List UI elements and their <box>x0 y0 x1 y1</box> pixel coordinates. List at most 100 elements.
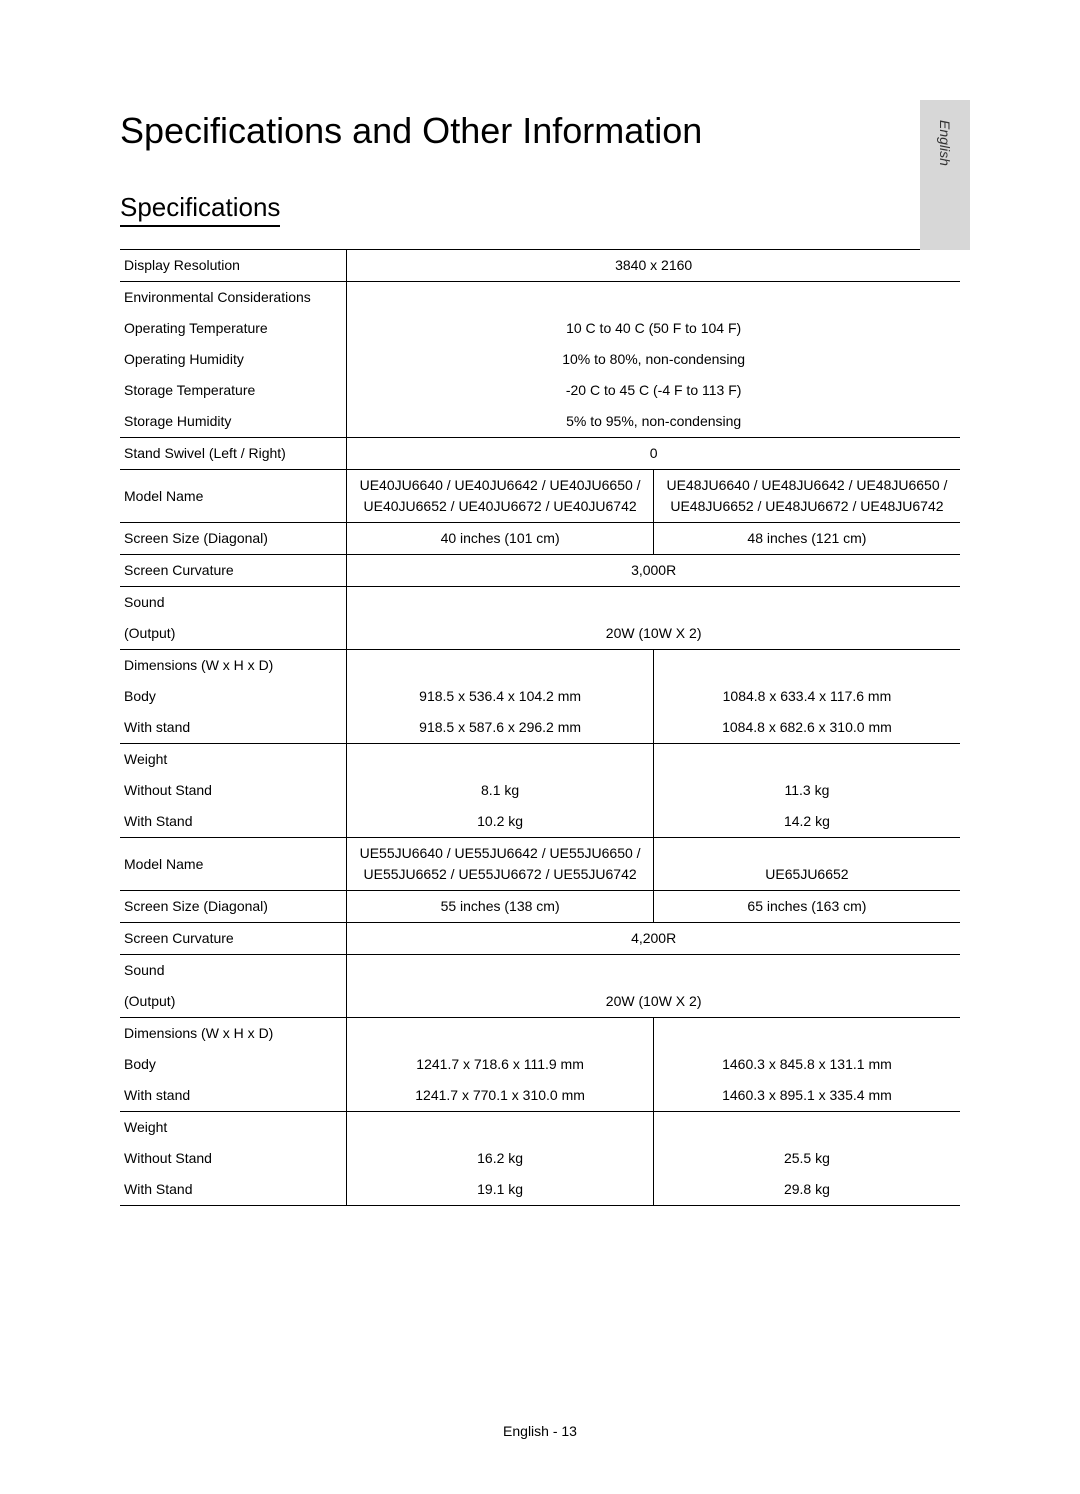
spec-label: Model Name <box>120 838 347 891</box>
section-heading: Specifications <box>120 192 280 227</box>
spec-value <box>653 650 960 682</box>
spec-value: 3,000R <box>347 555 960 587</box>
spec-value <box>347 955 960 987</box>
spec-label: Model Name <box>120 470 347 523</box>
spec-label: Stand Swivel (Left / Right) <box>120 438 347 470</box>
spec-value: 20W (10W X 2) <box>347 986 960 1018</box>
spec-label: Operating Humidity <box>120 344 347 375</box>
spec-value: 19.1 kg <box>347 1174 654 1206</box>
spec-value <box>347 650 654 682</box>
spec-value: 3840 x 2160 <box>347 250 960 282</box>
table-row: With stand 1241.7 x 770.1 x 310.0 mm 146… <box>120 1080 960 1112</box>
table-row: Screen Curvature 4,200R <box>120 923 960 955</box>
table-row: Storage Temperature -20 C to 45 C (-4 F … <box>120 375 960 406</box>
spec-value: UE48JU6640 / UE48JU6642 / UE48JU6650 / U… <box>653 470 960 523</box>
table-row: Environmental Considerations <box>120 282 960 314</box>
spec-value: 1241.7 x 770.1 x 310.0 mm <box>347 1080 654 1112</box>
spec-label: Display Resolution <box>120 250 347 282</box>
spec-value: 11.3 kg <box>653 775 960 806</box>
spec-value: 10.2 kg <box>347 806 654 838</box>
spec-value <box>347 587 960 619</box>
spec-value: 1241.7 x 718.6 x 111.9 mm <box>347 1049 654 1080</box>
spec-value <box>347 1018 654 1050</box>
table-row: Body 1241.7 x 718.6 x 111.9 mm 1460.3 x … <box>120 1049 960 1080</box>
spec-value: 1460.3 x 895.1 x 335.4 mm <box>653 1080 960 1112</box>
table-row: With stand 918.5 x 587.6 x 296.2 mm 1084… <box>120 712 960 744</box>
table-row: Storage Humidity 5% to 95%, non-condensi… <box>120 406 960 438</box>
spec-value: 65 inches (163 cm) <box>653 891 960 923</box>
table-row: Weight <box>120 744 960 776</box>
spec-value <box>653 1018 960 1050</box>
table-row: Without Stand 16.2 kg 25.5 kg <box>120 1143 960 1174</box>
spec-label: Screen Curvature <box>120 923 347 955</box>
spec-label: Dimensions (W x H x D) <box>120 650 347 682</box>
spec-label: (Output) <box>120 618 347 650</box>
table-row: Dimensions (W x H x D) <box>120 1018 960 1050</box>
spec-value: 10 C to 40 C (50 F to 104 F) <box>347 313 960 344</box>
spec-value: -20 C to 45 C (-4 F to 113 F) <box>347 375 960 406</box>
spec-value: 1084.8 x 633.4 x 117.6 mm <box>653 681 960 712</box>
spec-value: 4,200R <box>347 923 960 955</box>
spec-label: Dimensions (W x H x D) <box>120 1018 347 1050</box>
spec-label: Sound <box>120 587 347 619</box>
spec-value: 1084.8 x 682.6 x 310.0 mm <box>653 712 960 744</box>
spec-value: 16.2 kg <box>347 1143 654 1174</box>
spec-value: 29.8 kg <box>653 1174 960 1206</box>
spec-value: 40 inches (101 cm) <box>347 523 654 555</box>
spec-label: Environmental Considerations <box>120 282 347 314</box>
spec-label: Without Stand <box>120 775 347 806</box>
table-row: (Output) 20W (10W X 2) <box>120 618 960 650</box>
spec-label: Screen Size (Diagonal) <box>120 523 347 555</box>
table-row: Model Name UE55JU6640 / UE55JU6642 / UE5… <box>120 838 960 891</box>
spec-label: Body <box>120 1049 347 1080</box>
table-row: Sound <box>120 587 960 619</box>
specs-table-common: Display Resolution 3840 x 2160 Environme… <box>120 249 960 470</box>
spec-value: 25.5 kg <box>653 1143 960 1174</box>
language-tab: English <box>920 100 970 250</box>
spec-label: Screen Size (Diagonal) <box>120 891 347 923</box>
spec-value: 20W (10W X 2) <box>347 618 960 650</box>
table-row: Screen Size (Diagonal) 55 inches (138 cm… <box>120 891 960 923</box>
spec-label: Screen Curvature <box>120 555 347 587</box>
table-row: Screen Curvature 3,000R <box>120 555 960 587</box>
table-row: With Stand 19.1 kg 29.8 kg <box>120 1174 960 1206</box>
table-row: Screen Size (Diagonal) 40 inches (101 cm… <box>120 523 960 555</box>
table-row: Operating Humidity 10% to 80%, non-conde… <box>120 344 960 375</box>
table-row: Stand Swivel (Left / Right) 0 <box>120 438 960 470</box>
table-row: Sound <box>120 955 960 987</box>
specs-table-group-a: Model Name UE40JU6640 / UE40JU6642 / UE4… <box>120 470 960 838</box>
spec-value: 918.5 x 536.4 x 104.2 mm <box>347 681 654 712</box>
table-row: Operating Temperature 10 C to 40 C (50 F… <box>120 313 960 344</box>
page-footer: English - 13 <box>0 1423 1080 1439</box>
spec-value: 48 inches (121 cm) <box>653 523 960 555</box>
spec-value: 14.2 kg <box>653 806 960 838</box>
spec-value: UE65JU6652 <box>653 838 960 891</box>
table-row: Dimensions (W x H x D) <box>120 650 960 682</box>
table-row: Body 918.5 x 536.4 x 104.2 mm 1084.8 x 6… <box>120 681 960 712</box>
spec-value: 55 inches (138 cm) <box>347 891 654 923</box>
table-row: (Output) 20W (10W X 2) <box>120 986 960 1018</box>
spec-label: Weight <box>120 1112 347 1144</box>
spec-label: With Stand <box>120 1174 347 1206</box>
spec-value <box>653 744 960 776</box>
page-title: Specifications and Other Information <box>120 110 960 152</box>
spec-value <box>347 744 654 776</box>
table-row: Without Stand 8.1 kg 11.3 kg <box>120 775 960 806</box>
spec-value <box>347 282 960 314</box>
table-row: Model Name UE40JU6640 / UE40JU6642 / UE4… <box>120 470 960 523</box>
spec-label: Sound <box>120 955 347 987</box>
spec-label: Without Stand <box>120 1143 347 1174</box>
language-tab-text: English <box>937 120 953 166</box>
spec-value: 0 <box>347 438 960 470</box>
spec-label: With Stand <box>120 806 347 838</box>
spec-value: 918.5 x 587.6 x 296.2 mm <box>347 712 654 744</box>
spec-label: Weight <box>120 744 347 776</box>
spec-value: UE40JU6640 / UE40JU6642 / UE40JU6650 / U… <box>347 470 654 523</box>
table-row: Weight <box>120 1112 960 1144</box>
table-row: Display Resolution 3840 x 2160 <box>120 250 960 282</box>
spec-label: Storage Temperature <box>120 375 347 406</box>
spec-value: 1460.3 x 845.8 x 131.1 mm <box>653 1049 960 1080</box>
spec-value: 5% to 95%, non-condensing <box>347 406 960 438</box>
spec-label: (Output) <box>120 986 347 1018</box>
spec-label: Operating Temperature <box>120 313 347 344</box>
